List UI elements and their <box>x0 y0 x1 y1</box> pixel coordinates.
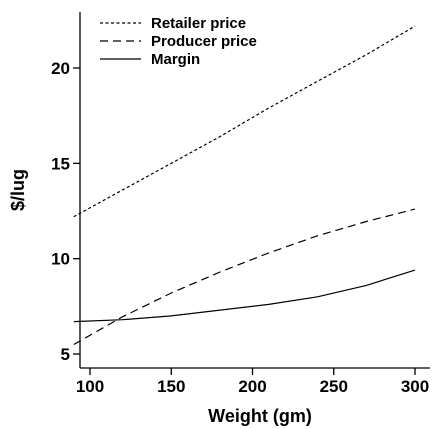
legend-label-1: Retailer price <box>151 15 246 32</box>
y-tick-label: 20 <box>51 59 70 78</box>
x-tick-label: 200 <box>238 377 266 396</box>
y-axis-label: $/lug <box>8 169 28 211</box>
y-tick-label: 15 <box>51 154 70 173</box>
legend-label-2: Producer price <box>151 33 257 50</box>
legend-label-3: Margin <box>151 51 200 68</box>
x-tick-label: 150 <box>157 377 185 396</box>
series-lines <box>73 25 416 346</box>
x-tick-label: 100 <box>76 377 104 396</box>
axes: 5 10 15 20 100 150 200 250 300 <box>51 12 430 396</box>
x-axis-label: Weight (gm) <box>208 406 312 426</box>
series-line-2 <box>73 208 416 346</box>
x-tick-label: 300 <box>401 377 429 396</box>
y-tick-label: 10 <box>51 250 70 269</box>
series-line-1 <box>73 25 416 218</box>
series-line-3 <box>73 269 416 323</box>
x-tick-label: 250 <box>320 377 348 396</box>
y-tick-label: 5 <box>61 345 70 364</box>
